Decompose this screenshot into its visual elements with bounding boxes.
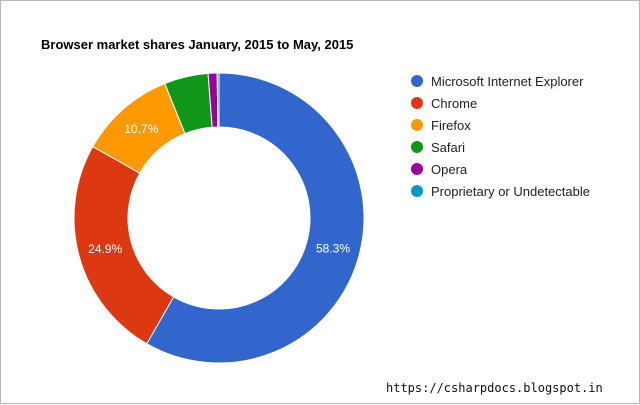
donut-slices	[73, 72, 365, 364]
slice-microsoft-internet-explorer	[146, 72, 365, 364]
legend-item-microsoft-internet-explorer: Microsoft Internet Explorer	[411, 70, 590, 92]
legend-swatch-icon	[411, 119, 423, 131]
slice-label-firefox: 10.7%	[124, 122, 158, 136]
legend-swatch-icon	[411, 75, 423, 87]
legend-item-opera: Opera	[411, 158, 590, 180]
legend-item-safari: Safari	[411, 136, 590, 158]
slice-label-microsoft-internet-explorer: 58.3%	[316, 241, 350, 255]
legend-label: Opera	[431, 161, 468, 177]
legend-label: Microsoft Internet Explorer	[431, 73, 584, 89]
legend-swatch-icon	[411, 185, 423, 197]
legend-label: Proprietary or Undetectable	[431, 183, 590, 199]
legend-item-firefox: Firefox	[411, 114, 590, 136]
slice-proprietary-or-undetectable	[216, 72, 220, 128]
chart-legend: Microsoft Internet Explorer Chrome Firefox…	[411, 70, 590, 202]
chart-title: Browser market shares January, 2015 to M…	[41, 37, 354, 52]
slice-chrome	[73, 145, 175, 345]
legend-swatch-icon	[411, 97, 423, 109]
legend-swatch-icon	[411, 163, 423, 175]
legend-item-proprietary-or-undetectable: Proprietary or Undetectable	[411, 180, 590, 202]
slice-labels: 58.3% 24.9% 10.7%	[88, 122, 350, 256]
legend-swatch-icon	[411, 141, 423, 153]
legend-item-chrome: Chrome	[411, 92, 590, 114]
watermark-url: https://csharpdocs.blogspot.in	[386, 381, 603, 395]
legend-label: Safari	[431, 139, 465, 155]
legend-label: Firefox	[431, 117, 471, 133]
legend-label: Chrome	[431, 95, 478, 111]
slice-label-chrome: 24.9%	[88, 242, 122, 256]
